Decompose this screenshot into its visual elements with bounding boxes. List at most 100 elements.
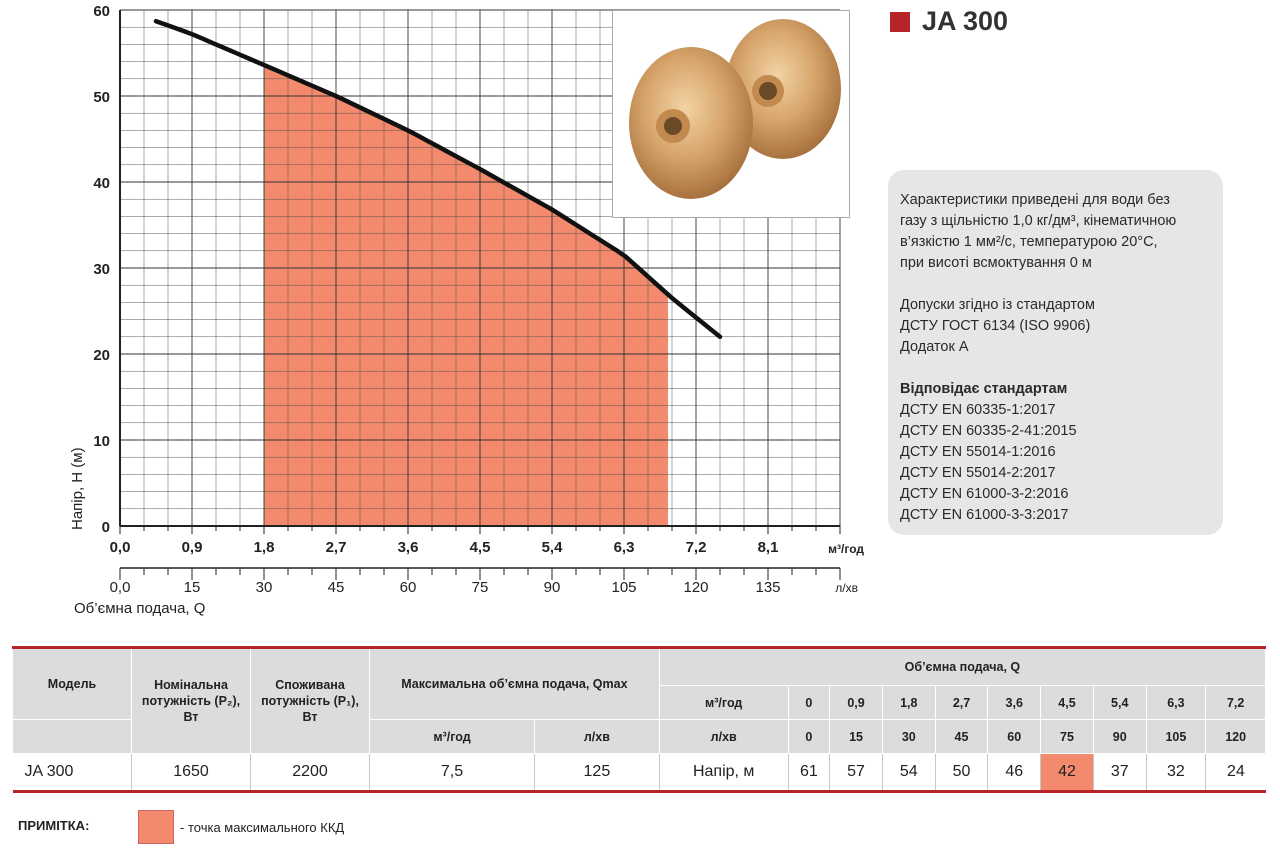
- impeller-photo: [612, 10, 850, 218]
- model-name: JA 300: [922, 6, 1009, 36]
- x-secondary-tick-label: 45: [328, 579, 345, 596]
- x-secondary-tick-label: 75: [472, 579, 489, 596]
- head-value-4: 46: [987, 753, 1042, 793]
- flow-lmin-1: 15: [829, 719, 883, 754]
- header-unit-m3h: м³/год: [658, 685, 789, 720]
- y-tick-label: 30: [93, 261, 110, 278]
- info-line-3: при висоті всмоктування 0 м: [900, 255, 1092, 271]
- row-model: JA 300: [12, 753, 132, 793]
- header-model-spacer: [12, 719, 132, 754]
- row-qmax-m3h: 7,5: [369, 753, 535, 793]
- info-line-0: Характеристики приведені для води без: [900, 192, 1170, 208]
- x-tick-label: 7,2: [686, 539, 707, 556]
- flow-m3h-2: 1,8: [881, 685, 936, 720]
- y-tick-label: 20: [93, 347, 110, 364]
- header-unit-lmin: л/хв: [658, 719, 789, 754]
- efficiency-zone: [264, 65, 668, 526]
- flow-lmin-7: 105: [1145, 719, 1207, 754]
- info-panel: Характеристики приведені для води без газ…: [888, 170, 1223, 535]
- head-value-6: 37: [1093, 753, 1147, 793]
- x-tick-label: 1,8: [254, 539, 275, 556]
- head-value-7: 32: [1146, 753, 1207, 793]
- flow-m3h-4: 3,6: [987, 685, 1042, 720]
- head-value-1: 57: [829, 753, 883, 793]
- x-secondary-tick-label: 135: [755, 579, 780, 596]
- standard-line-4: ДСТУ EN 61000-3-2:2016: [900, 486, 1069, 502]
- x-secondary-tick-label: 15: [184, 579, 201, 596]
- y-axis-label: Напір, Н (м): [69, 447, 86, 530]
- head-value-3: 50: [935, 753, 989, 793]
- note-label: ПРИМІТКА:: [18, 818, 90, 833]
- info-line-1: газу з щільністю 1,0 кг/дм³, кінематично…: [900, 213, 1177, 229]
- header-qmax-unit-lmin: л/хв: [533, 719, 660, 754]
- header-consumed-power: Споживана потужність (P₁), Вт: [250, 646, 370, 754]
- standards-title: Відповідає стандартам: [900, 381, 1068, 397]
- head-value-2: 54: [882, 753, 936, 793]
- flow-m3h-0: 0: [787, 685, 831, 720]
- row-p2: 1650: [131, 753, 251, 793]
- tolerance-line-2: Додаток А: [900, 339, 969, 355]
- header-qmax: Максимальна об’ємна подача, Qmax: [369, 646, 660, 720]
- x-unit-primary: м³/год: [828, 542, 864, 556]
- flow-lmin-3: 45: [934, 719, 989, 754]
- x-axis-label: Об’ємна подача, Q: [74, 600, 205, 617]
- x-tick-label: 6,3: [614, 539, 635, 556]
- flow-m3h-5: 4,5: [1040, 685, 1094, 720]
- flow-m3h-8: 7,2: [1205, 685, 1266, 720]
- standard-line-1: ДСТУ EN 60335-2-41:2015: [900, 423, 1077, 439]
- x-tick-label: 0,0: [110, 539, 131, 556]
- standard-line-5: ДСТУ EN 61000-3-3:2017: [900, 507, 1069, 523]
- y-tick-label: 50: [93, 89, 110, 106]
- model-title: JA 300: [890, 6, 1008, 37]
- note-text: - точка максимального ККД: [180, 820, 345, 835]
- flow-lmin-5: 75: [1040, 719, 1094, 754]
- head-value-5: 42: [1040, 753, 1094, 793]
- flow-lmin-2: 30: [881, 719, 936, 754]
- x-unit-secondary: л/хв: [835, 581, 858, 595]
- spec-table: Модель Номінальна потужність (P₂), Вт Сп…: [12, 646, 1267, 793]
- header-model: Модель: [12, 646, 132, 720]
- flow-m3h-1: 0,9: [829, 685, 883, 720]
- flow-lmin-4: 60: [987, 719, 1042, 754]
- flow-m3h-3: 2,7: [934, 685, 989, 720]
- x-tick-label: 4,5: [470, 539, 491, 556]
- x-secondary-tick-label: 90: [544, 579, 561, 596]
- y-tick-label: 0: [102, 519, 110, 536]
- impeller-illustration: [629, 19, 841, 199]
- flow-lmin-6: 90: [1092, 719, 1147, 754]
- row-qmax-lmin: 125: [534, 753, 660, 793]
- row-p1: 2200: [250, 753, 370, 793]
- x-secondary-tick-label: 0,0: [110, 579, 131, 596]
- performance-curve: [153, 18, 723, 340]
- standard-line-0: ДСТУ EN 60335-1:2017: [900, 402, 1056, 418]
- y-tick-label: 40: [93, 175, 110, 192]
- x-tick-label: 2,7: [326, 539, 347, 556]
- x-secondary-tick-label: 105: [611, 579, 636, 596]
- tolerance-line-0: Допуски згідно із стандартом: [900, 297, 1095, 313]
- flow-lmin-8: 120: [1205, 719, 1266, 754]
- y-tick-label: 10: [93, 433, 110, 450]
- standard-line-2: ДСТУ EN 55014-1:2016: [900, 444, 1056, 460]
- header-qmax-unit-m3h: м³/год: [369, 719, 535, 754]
- x-tick-label: 8,1: [758, 539, 779, 556]
- flow-m3h-7: 6,3: [1145, 685, 1207, 720]
- x-tick-label: 5,4: [542, 539, 564, 556]
- note-swatch: [138, 810, 174, 844]
- header-flow: Об’ємна подача, Q: [658, 646, 1267, 686]
- x-tick-label: 3,6: [398, 539, 419, 556]
- standard-line-3: ДСТУ EN 55014-2:2017: [900, 465, 1056, 481]
- pump-performance-chart: 0 10 20 30 40 50 60 0,0 0,9 1,8 2,7 3,6 4,5 5,4 6,3 7,2…: [69, 3, 864, 617]
- tolerance-line-1: ДСТУ ГОСТ 6134 (ISO 9906): [900, 318, 1091, 334]
- x-secondary-tick-label: 120: [683, 579, 708, 596]
- head-value-8: 24: [1205, 753, 1266, 793]
- flow-m3h-6: 5,4: [1092, 685, 1147, 720]
- x-secondary-tick-label: 60: [400, 579, 417, 596]
- header-nominal-power: Номінальна потужність (P₂), Вт: [131, 646, 251, 754]
- flow-lmin-0: 0: [787, 719, 831, 754]
- info-line-2: в’язкістю 1 мм²/с, температурою 20°С,: [900, 234, 1158, 250]
- x-tick-label: 0,9: [182, 539, 203, 556]
- y-tick-label: 60: [93, 3, 110, 20]
- x-secondary-tick-label: 30: [256, 579, 273, 596]
- model-color-square: [890, 11, 910, 32]
- head-value-0: 61: [788, 753, 831, 793]
